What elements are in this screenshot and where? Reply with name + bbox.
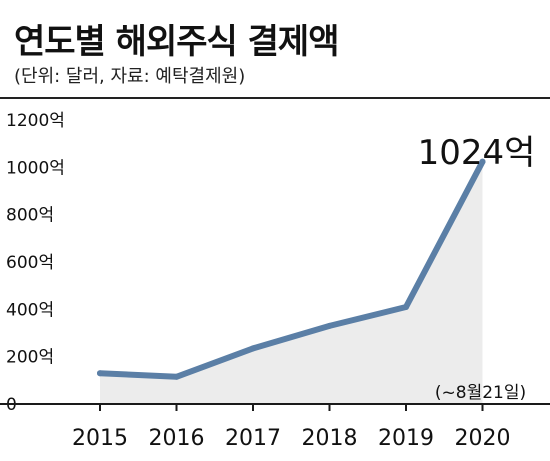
x-tick-label: 2015 [72,426,128,451]
y-tick-label: 1200억 [6,111,65,131]
header-divider [0,97,550,99]
chart-header: 연도별 해외주식 결제액 (단위: 달러, 자료: 예탁결제원) [0,0,550,96]
x-tick-label: 2017 [225,426,281,451]
last-value-annotation: 1024억 [418,133,536,173]
data-point [97,370,103,377]
series-line [97,158,486,380]
y-tick-label: 400억 [6,300,54,320]
series-area [100,161,483,404]
data-point [173,373,180,380]
x-tick-label: 2020 [455,426,511,451]
data-point [479,158,486,165]
y-tick-label: 800억 [6,206,54,226]
chart-subtitle: (단위: 달러, 자료: 예탁결제원) [14,66,246,87]
y-tick-label: 600억 [6,253,54,273]
x-tick-label: 2019 [378,426,434,451]
chart-title: 연도별 해외주식 결제액 [14,22,339,62]
y-tick-label: 200억 [6,348,54,368]
y-tick-label: 1000억 [6,158,65,178]
x-tick-label: 2018 [302,426,358,451]
y-axis-ticks: 0200억400억600억800억1000억1200억 [6,111,65,415]
data-point [250,345,256,352]
x-axis-ticks: 2015 2016 2017 2018 2019 2020 [72,404,511,451]
data-point [326,322,333,329]
x-tick-label: 2016 [149,426,205,451]
last-period-annotation: (~8월21일) [435,383,526,403]
data-point [403,303,409,310]
